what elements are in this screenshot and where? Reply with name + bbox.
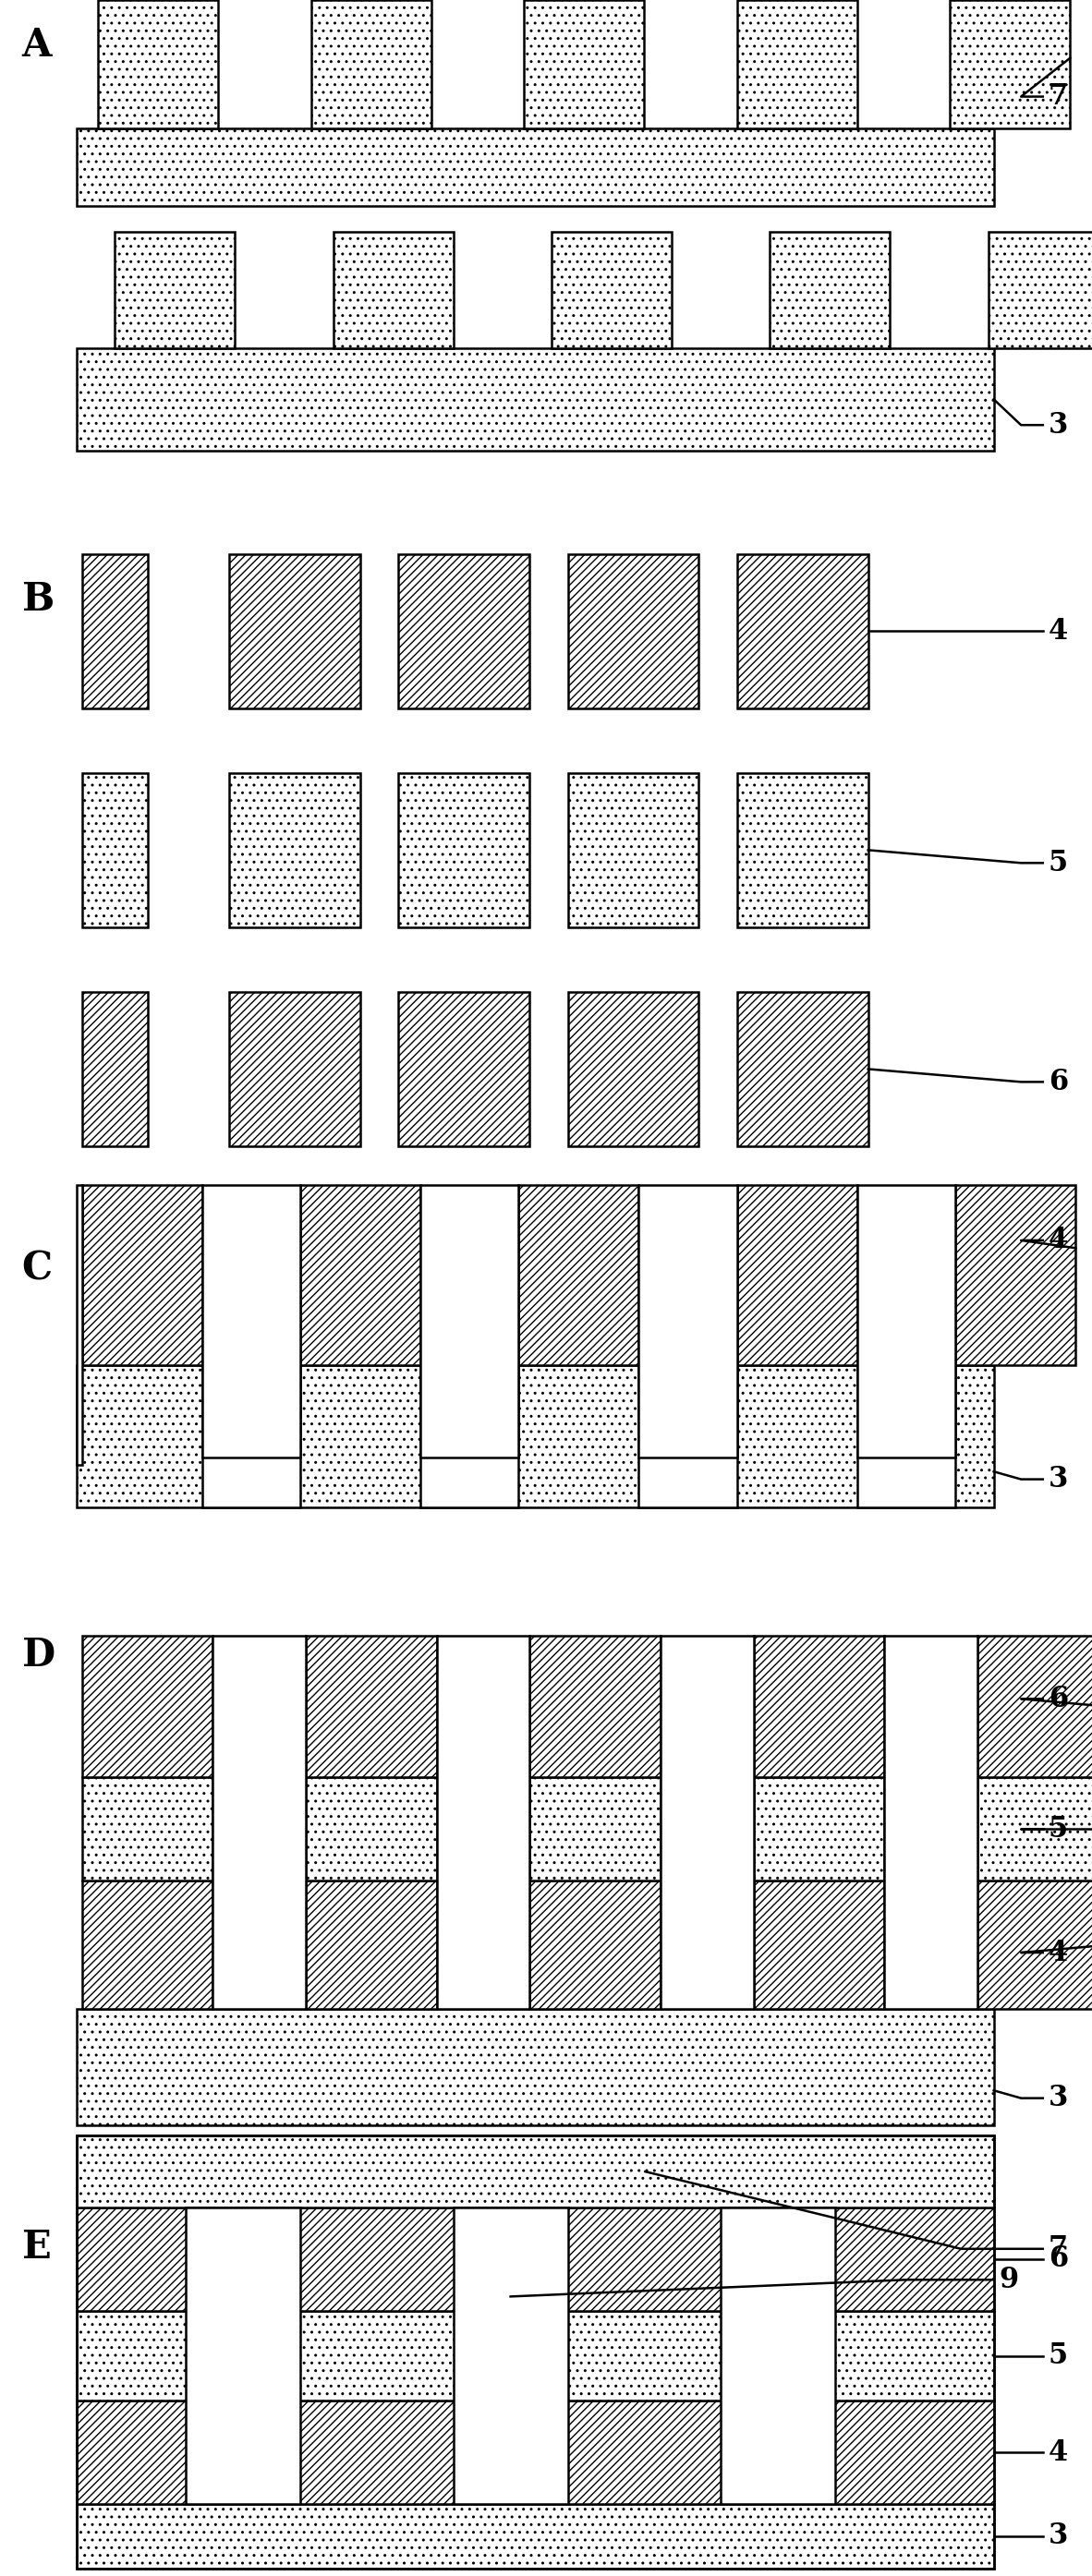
Bar: [202, 1185, 300, 1458]
Bar: [76, 2136, 994, 2568]
Bar: [568, 992, 699, 1146]
Bar: [437, 1636, 530, 2009]
Text: 4: 4: [1048, 1226, 1068, 1255]
Text: C: C: [22, 1249, 52, 1288]
Bar: [661, 1636, 753, 2009]
Bar: [977, 1777, 1092, 1880]
Bar: [857, 1365, 956, 1507]
Text: E: E: [22, 2228, 51, 2267]
Bar: [76, 1185, 82, 1463]
Bar: [753, 1777, 885, 1880]
Bar: [76, 2401, 994, 2504]
Bar: [770, 232, 890, 348]
Bar: [639, 1365, 737, 1507]
Bar: [857, 1185, 956, 1458]
Bar: [420, 1185, 519, 1458]
Bar: [333, 232, 453, 348]
Bar: [977, 1636, 1092, 1777]
Bar: [737, 992, 868, 1146]
Text: B: B: [22, 580, 55, 618]
Bar: [82, 1185, 202, 1365]
Bar: [229, 992, 360, 1146]
Bar: [568, 773, 699, 927]
Text: 3: 3: [1048, 2084, 1068, 2112]
Bar: [82, 1777, 213, 1880]
Bar: [950, 0, 1070, 129]
Bar: [76, 1365, 994, 1507]
Bar: [82, 1636, 213, 1777]
Bar: [721, 2208, 835, 2504]
Bar: [213, 1636, 306, 2009]
Bar: [453, 2208, 568, 2504]
Text: 7: 7: [1048, 82, 1068, 111]
Bar: [186, 2208, 300, 2504]
Bar: [530, 1777, 661, 1880]
Bar: [737, 0, 857, 129]
Bar: [568, 554, 699, 708]
Bar: [98, 0, 218, 129]
Bar: [76, 129, 994, 206]
Text: 3: 3: [1048, 410, 1068, 440]
Bar: [399, 992, 530, 1146]
Bar: [202, 1365, 300, 1507]
Bar: [639, 1185, 737, 1458]
Text: 6: 6: [1048, 1685, 1068, 1713]
Text: 5: 5: [1048, 1814, 1068, 1844]
Bar: [399, 554, 530, 708]
Bar: [420, 1365, 519, 1507]
Bar: [524, 0, 644, 129]
Bar: [76, 2009, 994, 2125]
Bar: [115, 232, 235, 348]
Bar: [988, 232, 1092, 348]
Bar: [753, 1880, 885, 2009]
Bar: [737, 554, 868, 708]
Bar: [300, 1185, 420, 1365]
Text: 4: 4: [1048, 1937, 1068, 1968]
Bar: [737, 1185, 857, 1365]
Text: 5: 5: [1048, 848, 1068, 878]
Bar: [82, 773, 147, 927]
Text: 4: 4: [1048, 616, 1068, 647]
Bar: [885, 1636, 977, 2009]
Bar: [82, 554, 147, 708]
Bar: [82, 1880, 213, 2009]
Bar: [229, 773, 360, 927]
Bar: [956, 1185, 1076, 1365]
Text: 3: 3: [1048, 2522, 1068, 2550]
Bar: [76, 2311, 994, 2401]
Bar: [530, 1636, 661, 1777]
Text: 5: 5: [1048, 2342, 1068, 2370]
Bar: [76, 2504, 994, 2568]
Bar: [753, 1636, 885, 1777]
Text: 7: 7: [1048, 2233, 1068, 2264]
Text: A: A: [22, 26, 51, 64]
Bar: [306, 1636, 437, 1777]
Bar: [737, 773, 868, 927]
Text: 4: 4: [1048, 2437, 1068, 2468]
Text: D: D: [22, 1636, 56, 1674]
Text: 6: 6: [1048, 2244, 1068, 2275]
Bar: [229, 554, 360, 708]
Bar: [76, 348, 994, 451]
Text: 3: 3: [1048, 1466, 1068, 1494]
Bar: [551, 232, 672, 348]
Bar: [306, 1777, 437, 1880]
Bar: [399, 773, 530, 927]
Bar: [311, 0, 431, 129]
Text: 9: 9: [999, 2264, 1019, 2295]
Bar: [519, 1185, 639, 1365]
Text: 6: 6: [1048, 1066, 1068, 1097]
Bar: [977, 1880, 1092, 2009]
Bar: [82, 992, 147, 1146]
Bar: [76, 2208, 994, 2311]
Bar: [76, 2136, 994, 2208]
Bar: [530, 1880, 661, 2009]
Bar: [306, 1880, 437, 2009]
